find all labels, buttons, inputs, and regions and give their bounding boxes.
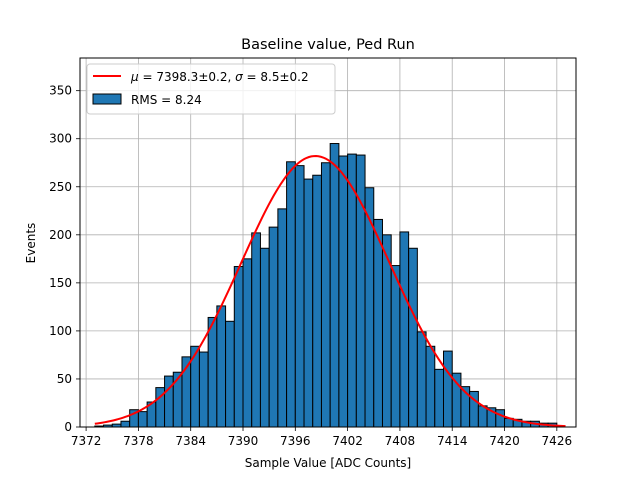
chart-title: Baseline value, Ped Run: [241, 37, 415, 53]
x-tick-label: 7378: [123, 434, 154, 448]
histogram-bar: [408, 247, 418, 428]
histogram-bar: [329, 143, 340, 428]
histogram-bar: [303, 178, 314, 428]
histogram-bar: [320, 162, 331, 428]
y-axis-label: Events: [24, 223, 38, 264]
x-tick-label: 7414: [437, 434, 468, 448]
histogram-bar: [120, 420, 131, 428]
x-tick-label: 7372: [71, 434, 102, 448]
gaussian-fit-curve: [94, 155, 566, 428]
histogram-bar: [242, 258, 253, 428]
legend-fit-label: μ = 7398.3±0.2, σ = 8.5±0.2: [130, 70, 309, 84]
x-tick-label: 7396: [280, 434, 311, 448]
histogram-bar: [251, 232, 261, 428]
histogram-bar: [259, 247, 270, 428]
histogram-bar: [207, 316, 218, 428]
y-tick-label: 0: [64, 420, 72, 434]
y-tick-label: 250: [49, 180, 72, 194]
histogram-bar: [451, 372, 462, 428]
x-tick-label: 7420: [489, 434, 520, 448]
histogram-bar: [347, 153, 357, 428]
legend-histogram-label: RMS = 8.24: [131, 93, 202, 107]
y-tick-label: 50: [57, 372, 72, 386]
y-tick-label: 350: [49, 84, 72, 98]
x-tick-label: 7390: [228, 434, 259, 448]
histogram-bar: [373, 218, 383, 428]
histogram-bar: [233, 266, 244, 428]
histogram-bar: [416, 331, 427, 428]
histogram-bar: [277, 208, 288, 428]
histogram-bar: [216, 305, 227, 428]
x-tick-label: 7402: [332, 434, 363, 448]
legend-sigma-symbol: σ: [235, 70, 243, 84]
histogram-bar: [443, 350, 453, 428]
legend-box: [86, 63, 336, 115]
histogram-bar: [434, 368, 445, 428]
y-tick-label: 100: [49, 324, 72, 338]
histogram-bar: [390, 265, 401, 428]
y-axis-ticks: 0 50 100 150 200 250 300 350: [49, 84, 80, 434]
histogram-bar: [425, 345, 436, 428]
x-tick-label: 7408: [385, 434, 416, 448]
y-tick-label: 150: [49, 276, 72, 290]
histogram-bar: [477, 405, 488, 428]
histogram-bar: [164, 375, 174, 428]
x-axis-ticks: 7372 7378 7384 7390 7396 7402 7408 7414 7420 7426: [71, 427, 572, 448]
histogram-bar: [338, 155, 349, 428]
legend: μ = 7398.3±0.2, σ = 8.5±0.2 RMS = 8.24: [86, 63, 336, 115]
legend-mu-value: = 7398.3±0.2,: [139, 70, 235, 84]
x-tick-label: 7426: [542, 434, 573, 448]
x-tick-label: 7384: [175, 434, 206, 448]
histogram-bar: [268, 226, 279, 428]
histogram-bar: [172, 371, 183, 428]
histogram-bar: [225, 320, 235, 428]
histogram-bar: [294, 165, 305, 428]
y-tick-label: 300: [49, 132, 72, 146]
histogram-bar: [495, 409, 506, 428]
x-axis-label: Sample Value [ADC Counts]: [245, 456, 411, 470]
legend-mu-symbol: μ: [130, 70, 139, 84]
histogram-bars: [94, 143, 558, 428]
histogram-bar: [286, 161, 296, 428]
histogram-bar: [137, 411, 148, 428]
y-tick-label: 200: [49, 228, 72, 242]
histogram-bar: [198, 351, 209, 428]
legend-sigma-value: = 8.5±0.2: [243, 70, 309, 84]
legend-histogram-swatch: [92, 93, 122, 105]
histogram-bar: [399, 231, 410, 428]
histogram-bar: [312, 174, 322, 428]
axes-frame: [79, 57, 577, 428]
